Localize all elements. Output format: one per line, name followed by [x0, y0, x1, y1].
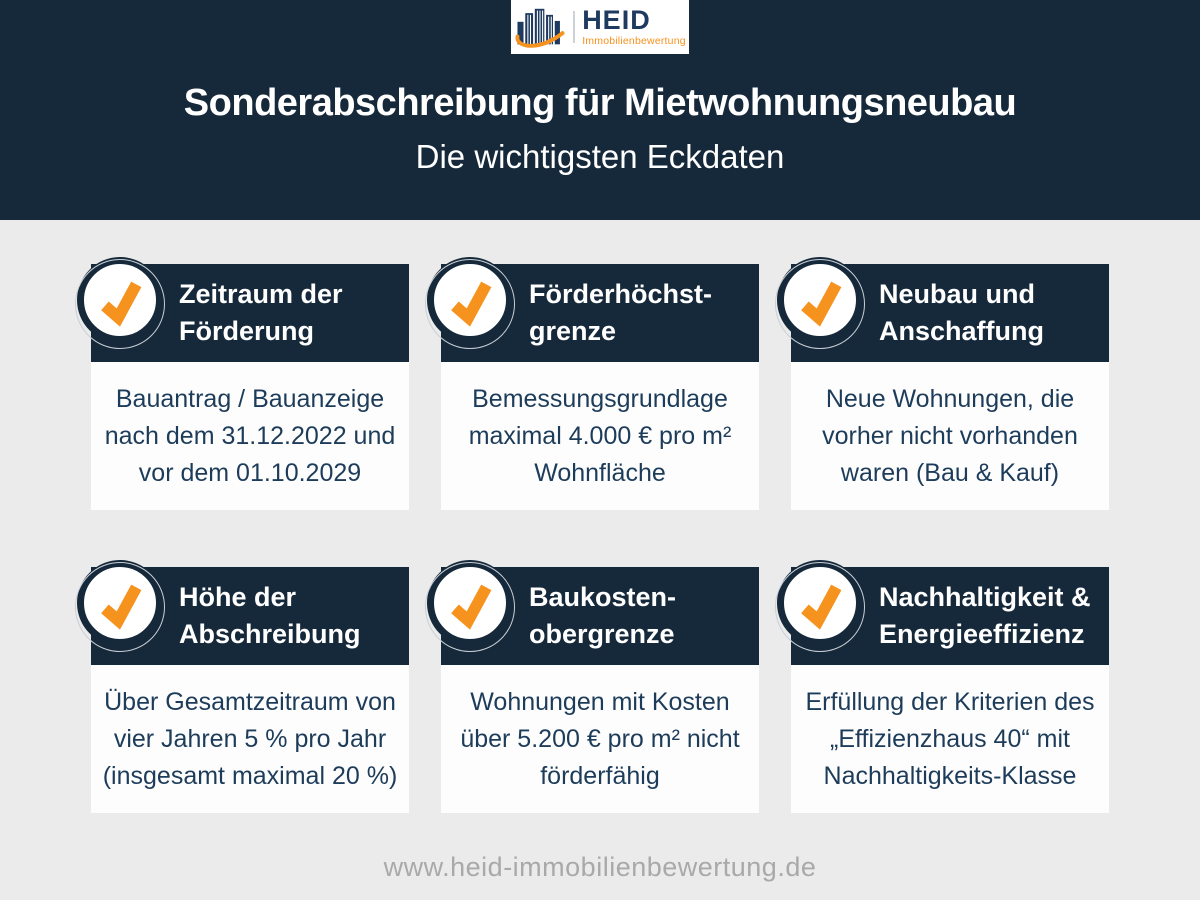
card-body: Bauantrag / Bauanzeige nach dem 31.12.20… [91, 362, 409, 510]
card-title: Nachhaltigkeit & Energieeffizienz [879, 582, 1091, 649]
checkmark-icon [101, 281, 142, 327]
website-url: www.heid-immobilienbewertung.de [383, 852, 817, 882]
card-zeitraum-foerderung: Zeitraum der Förderung Bauantrag / Bauan… [75, 257, 409, 510]
card-neubau-anschaffung: Neubau und Anschaffung Neue Wohnungen, d… [775, 257, 1109, 510]
card-body: Über Gesamtzeitraum von vier Jahren 5 % … [91, 665, 409, 813]
card-title: Zeitraum der Förderung [179, 279, 343, 346]
logo-divider [573, 11, 576, 43]
card-body-text: Neue Wohnungen, die vorher nicht vorhand… [822, 384, 1078, 487]
check-badge [425, 257, 515, 349]
check-badge [75, 560, 165, 652]
checkmark-icon [801, 281, 842, 327]
card-baukostenobergrenze: Baukosten- obergrenze Wohnungen mit Kost… [425, 560, 759, 813]
card-body-text: Bauantrag / Bauanzeige nach dem 31.12.20… [104, 384, 396, 487]
card-body: Wohnungen mit Kosten über 5.200 € pro m²… [441, 665, 759, 813]
check-badge [75, 257, 165, 349]
card-title: Höhe der Abschreibung [179, 582, 361, 649]
page-subtitle: Die wichtigsten Eckdaten [415, 138, 785, 175]
checkmark-icon [801, 584, 842, 630]
card-body: Bemessungsgrundlage maximal 4.000 € pro … [441, 362, 759, 510]
card-body: Erfüllung der Kriterien des „Effizienzha… [791, 665, 1109, 813]
checkmark-icon [101, 584, 142, 630]
card-body: Neue Wohnungen, die vorher nicht vorhand… [791, 362, 1109, 510]
card-header: Nachhaltigkeit & Energieeffizienz [791, 567, 1109, 665]
check-badge [775, 560, 865, 652]
cards-grid: Zeitraum der Förderung Bauantrag / Bauan… [75, 257, 1109, 813]
logo-brand-text: HEID [582, 5, 651, 36]
checkmark-icon [451, 584, 492, 630]
card-hoehe-abschreibung: Höhe der Abschreibung Über Gesamtzeitrau… [75, 560, 409, 813]
logo-tagline-text: Immobilienbewertung [582, 35, 686, 48]
heid-logo: HEID Immobilienbewertung [511, 0, 689, 54]
card-title: Baukosten- obergrenze [529, 582, 677, 649]
card-body-text: Erfüllung der Kriterien des „Effizienzha… [805, 687, 1095, 790]
card-title: Neubau und Anschaffung [879, 279, 1044, 346]
card-body-text: Wohnungen mit Kosten über 5.200 € pro m²… [460, 687, 740, 790]
card-foerderhoechstgrenze: Förderhöchst- grenze Bemessungsgrundlage… [425, 257, 759, 510]
page-title: Sonderabschreibung für Mietwohnungsneuba… [183, 82, 1017, 124]
card-nachhaltigkeit-energieeffizienz: Nachhaltigkeit & Energieeffizienz Erfüll… [775, 560, 1109, 813]
check-badge [425, 560, 515, 652]
header-band: HEID Immobilienbewertung Sonderabschreib… [0, 0, 1200, 220]
card-title: Förderhöchst- grenze [529, 279, 713, 346]
card-body-text: Bemessungsgrundlage maximal 4.000 € pro … [468, 384, 732, 487]
check-badge [775, 257, 865, 349]
checkmark-icon [451, 281, 492, 327]
buildings-skyline-icon [515, 8, 565, 48]
card-body-text: Über Gesamtzeitraum von vier Jahren 5 % … [102, 687, 398, 790]
